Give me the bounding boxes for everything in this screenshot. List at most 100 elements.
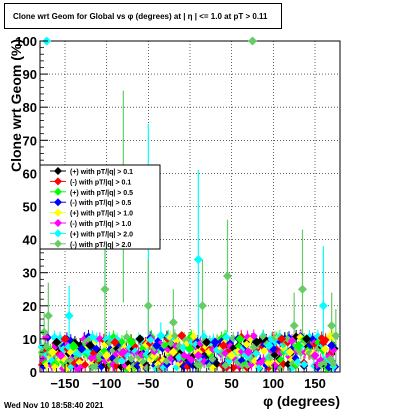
data-point: [68, 341, 78, 351]
y-tick-label: 10: [23, 332, 37, 347]
baseline-point: [134, 361, 143, 370]
data-point: [302, 334, 312, 344]
baseline-point: [237, 356, 246, 365]
baseline-point: [300, 360, 309, 369]
data-point: [185, 344, 195, 354]
data-point: [118, 347, 128, 357]
data-point: [310, 350, 320, 360]
data-point: [100, 284, 110, 294]
axes: −150 −100 −50 0 50 100 150 0 10 20 30 40 50 60 70 80 90 1…: [15, 34, 341, 391]
legend-marker: [54, 167, 62, 175]
baseline-point: [149, 352, 158, 361]
y-tick-label: 50: [23, 200, 37, 215]
timestamp: Wed Nov 10 18:58:40 2021: [4, 401, 104, 410]
legend-marker: [54, 229, 62, 238]
baseline-point: [270, 361, 279, 370]
data-point: [223, 271, 232, 281]
legend-entry: (+) with pT/|q| > 1.0: [70, 211, 133, 218]
x-tick-label: −150: [50, 376, 79, 391]
baseline-point: [112, 356, 121, 365]
baseline-point: [222, 333, 231, 342]
data-point: [318, 301, 328, 311]
y-tick-label: 80: [23, 100, 37, 115]
data-point: [52, 337, 62, 347]
data-point: [77, 344, 87, 354]
baseline-point: [293, 358, 302, 367]
legend-entry: (-) with pT/|q| > 2.0: [70, 242, 131, 249]
baseline-point: [212, 360, 221, 369]
data-point: [102, 350, 112, 360]
data-point: [39, 327, 49, 337]
data-point: [64, 311, 74, 321]
y-tick-label: 60: [23, 166, 37, 181]
baseline-point: [42, 342, 51, 351]
baseline-point: [252, 349, 261, 358]
legend-marker: [54, 208, 62, 217]
baseline-point: [170, 331, 179, 340]
data-point: [227, 350, 237, 360]
x-tick-label: 150: [304, 376, 326, 391]
data-point: [327, 321, 337, 331]
baseline-point: [242, 340, 251, 349]
data-point: [277, 334, 287, 344]
data-point: [135, 334, 145, 344]
legend-marker: [54, 239, 62, 248]
legend-entry: (-) with pT/|q| > 0.1: [70, 179, 131, 186]
baseline-point: [146, 335, 155, 344]
data-point: [202, 337, 212, 347]
data-point: [289, 321, 299, 331]
y-tick-label: 0: [30, 365, 37, 380]
data-point: [110, 337, 120, 347]
data-point: [285, 347, 295, 357]
data-point: [127, 337, 137, 347]
legend-entry: (+) with pT/|q| > 0.5: [70, 190, 133, 197]
baseline-point: [81, 360, 90, 369]
legend-marker: [54, 187, 62, 196]
legend-entry: (-) with pT/|q| > 1.0: [70, 221, 131, 228]
y-axis-label: Clone wrt Geom (%): [8, 39, 24, 172]
data-point: [327, 341, 337, 351]
baseline-point: [117, 356, 126, 365]
data-point: [85, 341, 95, 351]
baseline-point: [249, 331, 258, 340]
data-point: [156, 331, 166, 341]
baseline-point: [187, 355, 196, 364]
baseline-point: [117, 337, 126, 346]
data-point: [210, 337, 220, 347]
data-point: [264, 341, 274, 351]
x-tick-label: −100: [92, 376, 121, 391]
x-axis-label: φ (degrees): [263, 393, 340, 409]
legend-entry: (-) with pT/|q| > 0.5: [70, 200, 131, 207]
data-point: [60, 334, 70, 344]
baseline-point: [320, 345, 329, 354]
baseline-point: [143, 364, 152, 373]
data-point: [193, 254, 203, 264]
baseline-point: [221, 361, 230, 370]
baseline-point: [84, 348, 93, 357]
y-tick-label: 40: [23, 233, 37, 248]
data-point: [143, 301, 153, 311]
data-point: [298, 284, 307, 294]
baseline-point: [287, 336, 296, 345]
data-point: [293, 341, 303, 351]
y-tick-label: 70: [23, 133, 37, 148]
baseline-point: [59, 345, 68, 354]
baseline-point: [208, 355, 217, 364]
baseline-point: [127, 354, 136, 363]
data-point: [198, 301, 207, 311]
legend-marker: [54, 177, 62, 186]
data-point: [218, 341, 228, 351]
legend: (+) with pT/|q| > 0.1 (-) with pT/|q| > 0…: [39, 164, 161, 250]
legend-marker: [54, 219, 62, 227]
y-tick-label: 20: [23, 299, 37, 314]
data-point: [168, 347, 178, 357]
y-tick-label: 30: [23, 266, 37, 281]
data-point: [177, 331, 187, 341]
legend-marker: [54, 198, 62, 207]
data-point: [56, 350, 66, 360]
baseline-point: [58, 364, 67, 373]
legend-entry: (+) with pT/|q| > 2.0: [70, 231, 133, 238]
baseline-point: [329, 359, 338, 368]
y-tick-label: 100: [15, 34, 37, 49]
